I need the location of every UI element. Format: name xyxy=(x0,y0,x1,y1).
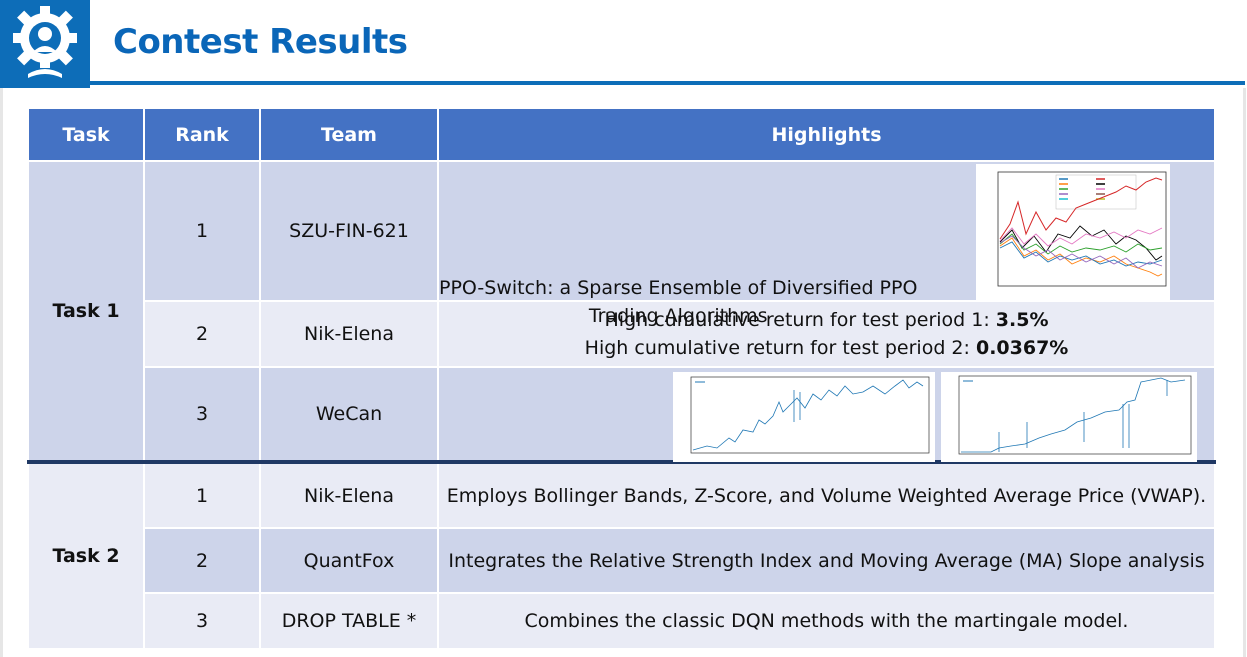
backtest-plot-image-1 xyxy=(673,372,935,462)
highlight-cell: Employs Bollinger Bands, Z-Score, and Vo… xyxy=(437,460,1216,529)
highlight-cell: Integrates the Relative Strength Index a… xyxy=(437,527,1216,594)
ensemble-returns-plot-image xyxy=(976,164,1170,300)
highlight-value: 0.0367% xyxy=(975,337,1069,359)
highlight-line: PPO-Switch: a Sparse Ensemble of Diversi… xyxy=(439,277,918,299)
team-cell: Nik-Elena xyxy=(259,460,439,529)
column-header-highlights: Highlights xyxy=(437,107,1216,162)
backtest-plot-image-2 xyxy=(941,372,1197,462)
page-title: Contest Results xyxy=(113,22,408,62)
rank-cell: 2 xyxy=(143,527,261,594)
column-header-team: Team xyxy=(259,107,439,162)
highlight-cell: Combines the classic DQN methods with th… xyxy=(437,592,1216,650)
gear-person-icon xyxy=(13,6,77,78)
title-underline xyxy=(90,81,1245,85)
rank-cell: 2 xyxy=(143,300,261,368)
team-cell: QuantFox xyxy=(259,527,439,594)
team-cell: DROP TABLE * xyxy=(259,592,439,650)
team-cell: WeCan xyxy=(259,366,439,463)
team-cell: Nik-Elena xyxy=(259,300,439,368)
highlight-line: High cumulative return for test period 1… xyxy=(604,309,1049,331)
task-cell: Task 1 xyxy=(27,160,145,463)
table-row: 2 QuantFox Integrates the Relative Stren… xyxy=(28,527,1216,594)
rank-cell: 1 xyxy=(143,460,261,529)
rank-cell: 3 xyxy=(143,366,261,463)
table-header-row: Task Rank Team Highlights xyxy=(27,107,1216,162)
highlight-value: 3.5% xyxy=(995,309,1049,331)
frame-border-right xyxy=(1243,88,1246,657)
table-row: 3 DROP TABLE * Combines the classic DQN … xyxy=(28,592,1216,650)
highlight-cell: High cumulative return for test period 1… xyxy=(437,300,1216,368)
task-cell: Task 2 xyxy=(27,460,145,650)
team-cell: SZU-FIN-621 xyxy=(259,160,439,302)
highlight-line: Trading Algorithms xyxy=(588,305,768,327)
table-row: Task 2 1 Nik-Elena Employs Bollinger Ban… xyxy=(27,460,1216,650)
rank-cell: 3 xyxy=(143,592,261,650)
highlight-line: High cumulative return for test period 2… xyxy=(584,337,1069,359)
logo xyxy=(0,0,90,88)
column-header-rank: Rank xyxy=(143,107,261,162)
frame-border-left xyxy=(0,88,3,657)
table-row: 2 Nik-Elena High cumulative return for t… xyxy=(28,300,1216,368)
column-header-task: Task xyxy=(27,107,145,162)
rank-cell: 1 xyxy=(143,160,261,302)
